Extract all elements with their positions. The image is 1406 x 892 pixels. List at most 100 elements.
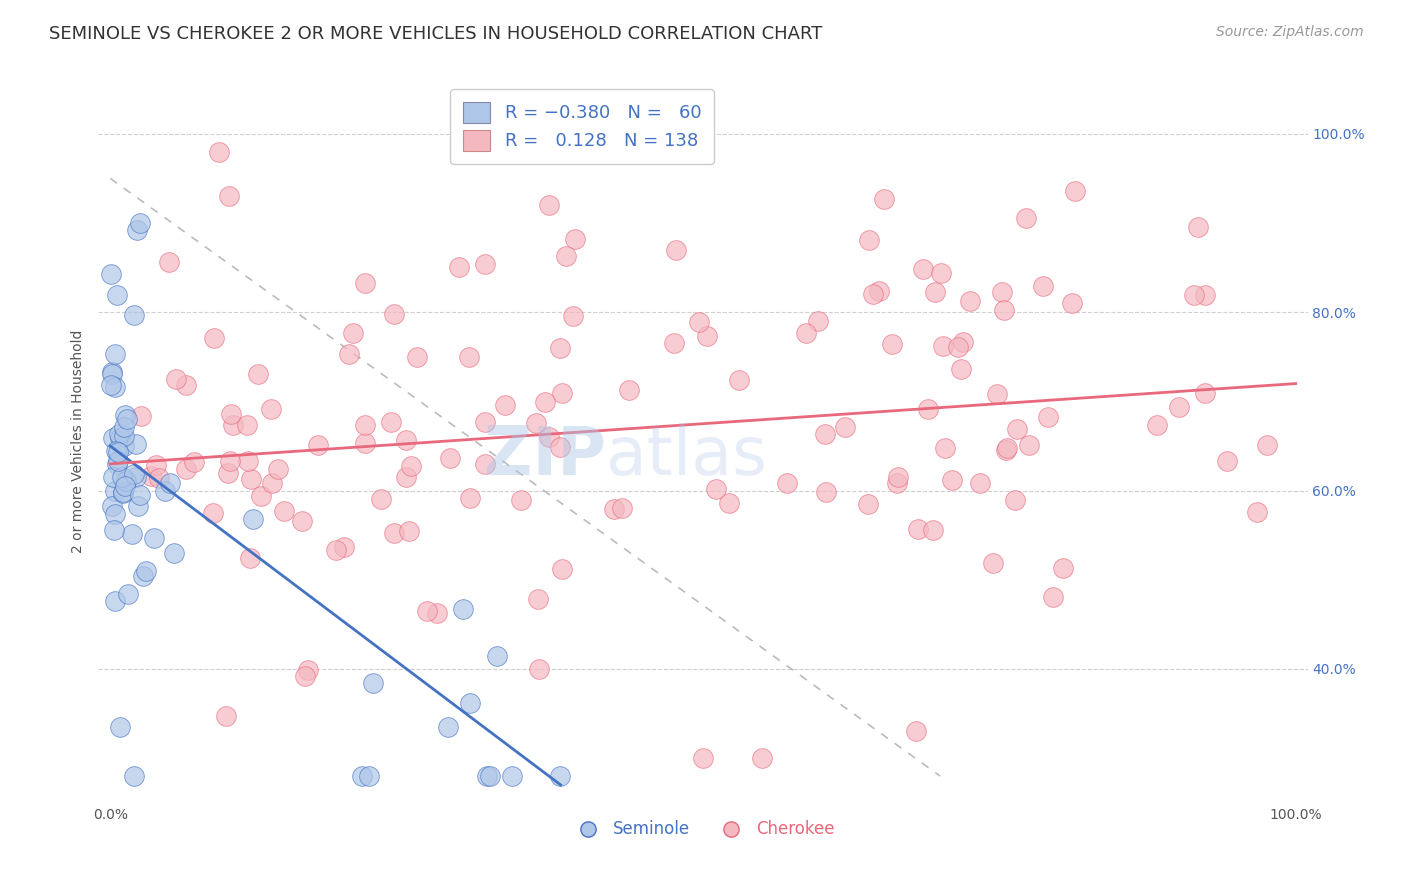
Point <box>501 769 523 783</box>
Point <box>692 751 714 765</box>
Point <box>775 475 797 490</box>
Point <box>416 604 439 618</box>
Point <box>183 455 205 469</box>
Point <box>527 662 550 676</box>
Point <box>159 476 181 491</box>
Point <box>359 769 381 783</box>
Point <box>122 308 145 322</box>
Point <box>922 524 945 538</box>
Point <box>114 408 136 422</box>
Point <box>986 386 1008 401</box>
Point <box>239 551 262 566</box>
Point <box>619 383 641 397</box>
Point <box>155 483 177 498</box>
Point <box>704 483 727 497</box>
Point <box>1194 385 1216 400</box>
Point <box>917 402 939 417</box>
Point <box>474 415 496 429</box>
Point <box>370 491 392 506</box>
Point <box>395 433 418 447</box>
Point <box>868 284 890 298</box>
Point <box>1004 492 1026 507</box>
Point <box>882 336 904 351</box>
Point <box>111 469 134 483</box>
Point <box>807 314 830 328</box>
Point <box>111 486 134 500</box>
Text: atlas: atlas <box>606 423 768 489</box>
Point <box>814 426 837 441</box>
Point <box>873 192 896 206</box>
Point <box>307 438 329 452</box>
Point <box>125 437 148 451</box>
Point <box>437 720 460 734</box>
Point <box>886 475 908 490</box>
Point <box>665 243 688 257</box>
Point <box>354 435 377 450</box>
Point <box>236 454 259 468</box>
Point <box>1194 288 1216 302</box>
Point <box>439 450 461 465</box>
Point <box>163 546 186 560</box>
Point <box>176 462 198 476</box>
Point <box>1042 590 1064 604</box>
Point <box>129 409 152 424</box>
Point <box>217 466 239 480</box>
Point <box>1246 505 1268 519</box>
Y-axis label: 2 or more Vehicles in Household: 2 or more Vehicles in Household <box>72 330 86 553</box>
Point <box>148 471 170 485</box>
Point <box>114 479 136 493</box>
Point <box>103 523 125 537</box>
Point <box>969 476 991 491</box>
Point <box>534 395 557 409</box>
Point <box>475 769 498 783</box>
Point <box>886 470 908 484</box>
Point <box>107 454 129 468</box>
Point <box>474 257 496 271</box>
Point <box>564 232 586 246</box>
Point <box>380 415 402 429</box>
Point <box>995 441 1018 455</box>
Point <box>165 372 187 386</box>
Point <box>125 223 148 237</box>
Point <box>929 266 952 280</box>
Point <box>114 474 136 488</box>
Point <box>101 365 124 379</box>
Point <box>555 250 578 264</box>
Point <box>121 527 143 541</box>
Point <box>218 189 240 203</box>
Point <box>398 524 420 539</box>
Point <box>610 501 633 516</box>
Point <box>201 507 224 521</box>
Legend: Seminole, Cherokee: Seminole, Cherokee <box>564 814 842 845</box>
Point <box>728 374 751 388</box>
Point <box>662 335 685 350</box>
Point <box>382 525 405 540</box>
Point <box>157 255 180 269</box>
Point <box>333 540 356 554</box>
Point <box>551 562 574 576</box>
Point <box>451 602 474 616</box>
Point <box>353 418 375 433</box>
Point <box>551 386 574 401</box>
Point <box>562 309 585 323</box>
Point <box>112 419 135 434</box>
Point <box>696 329 718 343</box>
Point <box>1168 401 1191 415</box>
Point <box>100 267 122 281</box>
Point <box>941 473 963 487</box>
Point <box>129 216 152 230</box>
Point <box>104 347 127 361</box>
Point <box>814 485 837 500</box>
Point <box>952 334 974 349</box>
Point <box>108 720 131 734</box>
Point <box>108 426 131 441</box>
Point <box>124 467 146 482</box>
Point <box>101 367 124 381</box>
Point <box>537 198 560 212</box>
Point <box>948 340 970 354</box>
Point <box>135 564 157 578</box>
Point <box>105 444 128 458</box>
Point <box>981 556 1004 570</box>
Point <box>222 417 245 432</box>
Point <box>236 418 259 433</box>
